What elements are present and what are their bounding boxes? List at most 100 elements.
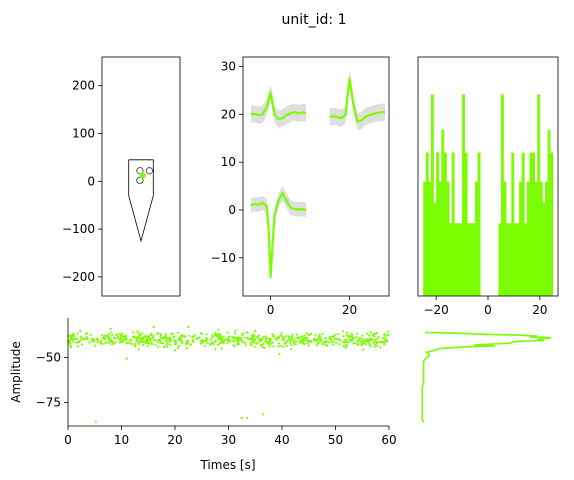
spike-point: [285, 345, 288, 348]
spike-point: [332, 340, 335, 343]
spike-point: [181, 335, 184, 338]
x-tick-label: 40: [274, 433, 289, 447]
spike-point: [108, 340, 111, 343]
spike-point: [68, 334, 71, 337]
spike-point: [73, 337, 76, 340]
spike-point: [193, 334, 196, 337]
spike-point: [101, 337, 104, 340]
spike-point: [326, 344, 329, 347]
spike-point: [280, 331, 283, 335]
spike-point: [363, 339, 367, 342]
spike-point: [295, 333, 298, 336]
spike-point: [378, 341, 382, 344]
spike-point: [111, 334, 114, 337]
channel-marker: [145, 167, 153, 175]
spike-point: [163, 337, 166, 340]
spike-point: [69, 346, 73, 349]
spike-point: [216, 335, 219, 338]
y-tick-label: −50: [36, 351, 61, 365]
spike-point: [162, 345, 166, 348]
spike-point: [355, 335, 358, 339]
spike-point: [149, 339, 152, 342]
spike-point: [343, 341, 346, 344]
spike-point: [70, 334, 74, 337]
x-axis-label: Times [s]: [199, 458, 255, 472]
spike-point: [134, 345, 137, 348]
spike-point: [178, 344, 181, 347]
spike-point: [387, 333, 390, 336]
spike-point: [269, 342, 272, 345]
spike-point: [147, 335, 150, 338]
spike-point: [383, 333, 386, 336]
spike-point: [360, 344, 363, 347]
x-tick-label: 20: [532, 303, 547, 317]
spike-point: [334, 333, 337, 336]
spike-point: [142, 341, 146, 344]
x-tick-label: 60: [381, 433, 396, 447]
y-tick-label: 0: [87, 174, 95, 188]
spike-point: [280, 335, 284, 338]
spike-point: [292, 342, 295, 345]
spike-point: [285, 335, 288, 338]
spike-point: [296, 336, 299, 339]
spike-point: [206, 337, 209, 340]
spike-point: [164, 334, 167, 337]
spike-point: [96, 339, 99, 342]
spike-point: [373, 340, 376, 343]
spike-point: [324, 343, 327, 346]
spike-point: [322, 340, 326, 343]
spike-point: [373, 338, 377, 341]
spike-point: [277, 345, 280, 348]
spike-point: [222, 341, 225, 344]
spike-point: [291, 333, 294, 336]
spike-point: [91, 340, 94, 343]
spike-point: [330, 338, 333, 341]
spike-point: [138, 339, 141, 342]
spike-point: [88, 341, 91, 344]
spike-point: [262, 342, 265, 346]
spike-point: [149, 337, 152, 340]
spike-point: [367, 341, 370, 344]
waveform-line: [250, 192, 307, 278]
spike-point: [274, 336, 277, 339]
y-tick-label: 10: [221, 155, 236, 169]
spike-point: [139, 337, 142, 340]
spike-point: [303, 336, 306, 340]
spike-point: [118, 341, 121, 344]
spike-point: [306, 342, 309, 345]
spike-point: [214, 334, 217, 337]
spike-point: [244, 344, 247, 347]
spike-point: [342, 330, 345, 333]
histogram-bar: [498, 223, 502, 296]
spike-point: [351, 334, 354, 337]
spike-point: [214, 332, 217, 335]
spike-point: [321, 332, 324, 336]
spike-point: [375, 340, 378, 344]
spike-point: [116, 333, 119, 336]
spike-point: [166, 342, 170, 345]
histogram-bar: [477, 152, 481, 296]
spike-point: [95, 338, 98, 341]
histogram-bar: [524, 223, 528, 296]
histogram-bar: [438, 181, 442, 296]
channel-marker: [136, 176, 144, 184]
spike-point: [232, 340, 235, 343]
spike-point: [339, 338, 342, 342]
spike-point: [317, 337, 320, 341]
spike-point: [351, 337, 354, 340]
spike-point: [310, 340, 313, 343]
spike-point: [328, 341, 331, 344]
spike-point: [191, 336, 194, 339]
spike-point: [282, 345, 285, 348]
spike-point: [79, 335, 82, 338]
spike-point: [220, 347, 223, 350]
spike-point: [286, 339, 289, 342]
histogram-bar: [462, 94, 465, 297]
spike-point: [191, 340, 194, 343]
spike-point: [246, 337, 250, 340]
spike-point: [271, 332, 274, 336]
spike-point: [249, 338, 253, 341]
spike-point: [151, 343, 154, 346]
spike-point: [262, 413, 265, 416]
spike-point: [345, 341, 348, 344]
